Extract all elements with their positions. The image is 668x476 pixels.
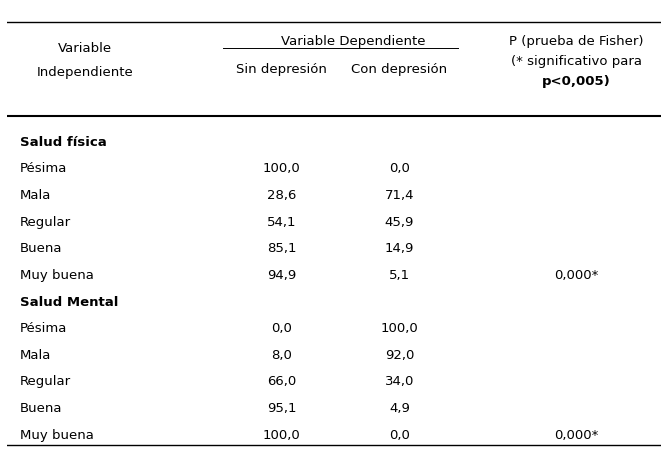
Text: 34,0: 34,0 (385, 375, 414, 387)
Text: Salud física: Salud física (20, 135, 106, 149)
Text: Con depresión: Con depresión (351, 63, 448, 76)
Text: 100,0: 100,0 (263, 428, 301, 441)
Text: Buena: Buena (20, 401, 62, 414)
Text: Muy buena: Muy buena (20, 268, 94, 281)
Text: 85,1: 85,1 (267, 242, 297, 255)
Text: Mala: Mala (20, 348, 51, 361)
Text: 8,0: 8,0 (271, 348, 292, 361)
Text: 0,000*: 0,000* (554, 268, 599, 281)
Text: P (prueba de Fisher): P (prueba de Fisher) (509, 35, 643, 48)
Text: Buena: Buena (20, 242, 62, 255)
Text: 92,0: 92,0 (385, 348, 414, 361)
Text: Salud Mental: Salud Mental (20, 295, 118, 308)
Text: Sin depresión: Sin depresión (236, 63, 327, 76)
Text: 100,0: 100,0 (381, 321, 418, 335)
Text: 28,6: 28,6 (267, 188, 297, 201)
Text: 0,000*: 0,000* (554, 428, 599, 441)
Text: Variable Dependiente: Variable Dependiente (281, 35, 426, 48)
Text: Pésima: Pésima (20, 321, 67, 335)
Text: Regular: Regular (20, 215, 71, 228)
Text: 95,1: 95,1 (267, 401, 297, 414)
Text: 54,1: 54,1 (267, 215, 297, 228)
Text: Independiente: Independiente (37, 65, 134, 79)
Text: 94,9: 94,9 (267, 268, 296, 281)
Text: 45,9: 45,9 (385, 215, 414, 228)
Text: Pésima: Pésima (20, 162, 67, 175)
Text: 66,0: 66,0 (267, 375, 296, 387)
Text: Muy buena: Muy buena (20, 428, 94, 441)
Text: Mala: Mala (20, 188, 51, 201)
Text: 5,1: 5,1 (389, 268, 410, 281)
Text: 100,0: 100,0 (263, 162, 301, 175)
Text: 0,0: 0,0 (271, 321, 292, 335)
Text: 14,9: 14,9 (385, 242, 414, 255)
Text: 0,0: 0,0 (389, 162, 410, 175)
Text: 71,4: 71,4 (385, 188, 414, 201)
Text: 0,0: 0,0 (389, 428, 410, 441)
Text: (* significativo para: (* significativo para (511, 55, 642, 68)
Text: Variable: Variable (58, 42, 112, 55)
Text: p<0,005): p<0,005) (542, 75, 611, 88)
Text: 4,9: 4,9 (389, 401, 410, 414)
Text: Regular: Regular (20, 375, 71, 387)
